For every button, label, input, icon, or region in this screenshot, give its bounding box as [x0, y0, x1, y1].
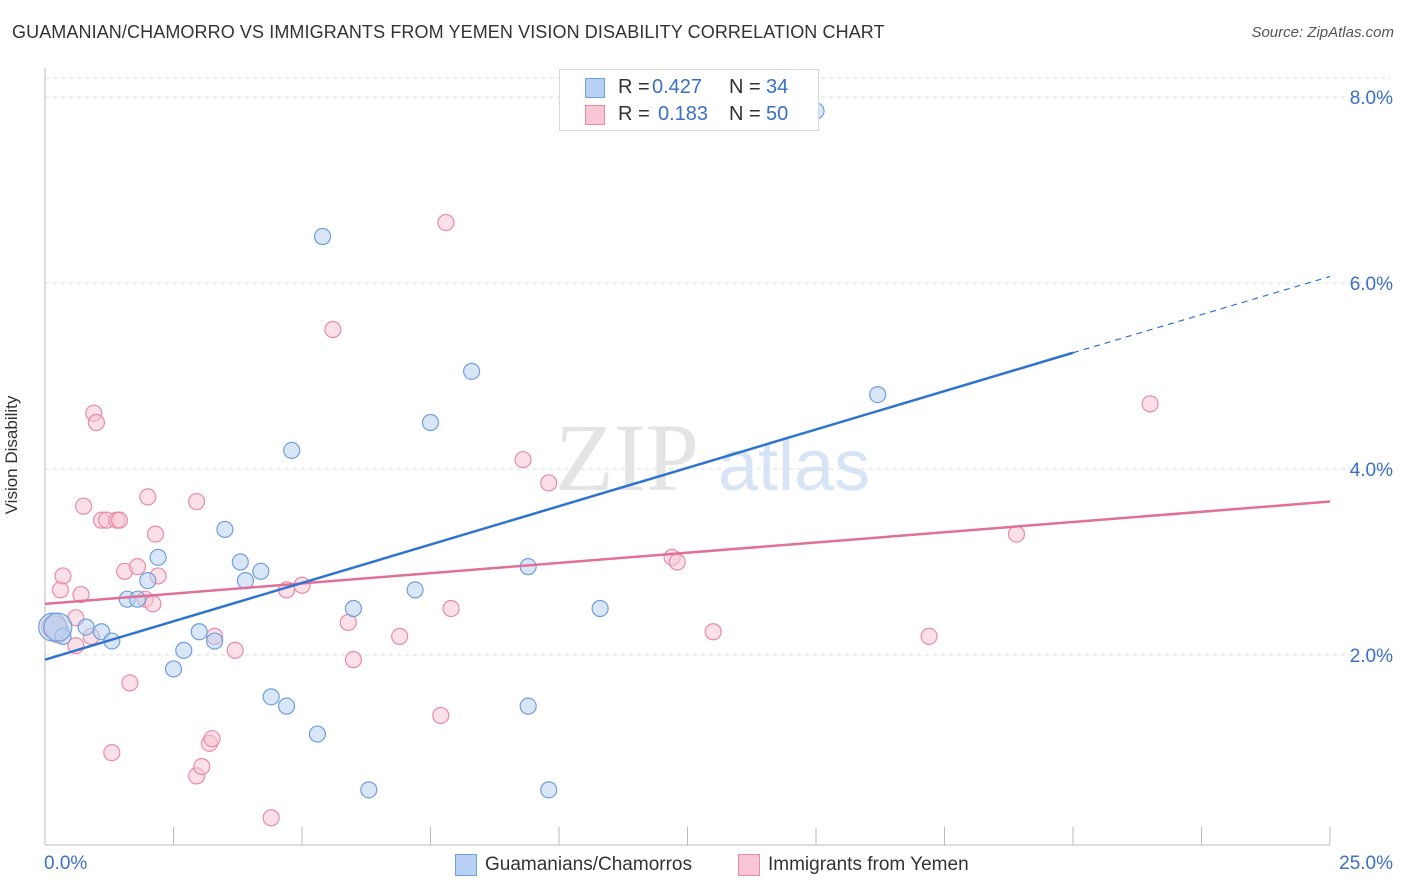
point-yemen [193, 757, 211, 776]
trend-line-guamanian [44, 351, 1074, 661]
point-yemen [262, 809, 280, 827]
point-yemen [226, 641, 244, 659]
legend-swatch-pink [585, 105, 605, 125]
legend-r-value: 0.183 [658, 103, 709, 125]
point-guamanian [216, 520, 234, 539]
tick-labels: 2.0% 4.0% 6.0% 8.0% 0.0% 25.0% [44, 88, 1393, 874]
legend-r-label: R = [618, 103, 650, 125]
legend-n-label: N = [729, 103, 761, 125]
watermark: ZIP atlas [555, 404, 870, 511]
chart-title: GUAMANIAN/CHAMORRO VS IMMIGRANTS FROM YE… [12, 22, 885, 42]
point-guamanian [869, 386, 887, 404]
point-yemen [668, 553, 686, 571]
point-yemen [324, 320, 342, 339]
point-guamanian [252, 562, 270, 580]
point-guamanian [190, 623, 208, 641]
point-yemen [203, 730, 221, 748]
point-guamanian [128, 590, 147, 608]
point-yemen [128, 558, 147, 576]
point-guamanian [540, 781, 558, 799]
point-yemen [704, 623, 722, 641]
trend-line-yemen [44, 500, 1331, 606]
point-guamanian [175, 641, 193, 659]
series-yemen-points [41, 213, 1159, 827]
x-tick-label-min: 0.0% [44, 853, 87, 874]
point-yemen [139, 488, 157, 506]
point-yemen [110, 511, 129, 529]
legend-swatch-blue [585, 78, 605, 98]
legend-r-label: R = [618, 76, 650, 98]
point-guamanian [277, 697, 296, 715]
gridlines [45, 77, 1390, 656]
legend-n-value: 34 [766, 76, 789, 98]
y-tick-label: 8.0% [1350, 88, 1393, 109]
point-guamanian [313, 227, 332, 246]
point-guamanian [139, 571, 157, 590]
series-guamanian-points [38, 102, 887, 799]
point-guamanian [262, 688, 280, 706]
point-yemen [540, 474, 558, 492]
point-guamanian [591, 599, 609, 618]
point-yemen [442, 599, 460, 618]
series-legend: Guamanians/Chamorros Immigrants from Yem… [0, 852, 1406, 878]
point-yemen [920, 627, 938, 646]
point-guamanian [149, 548, 167, 566]
point-yemen [144, 595, 162, 613]
point-yemen [121, 674, 139, 692]
point-guamanian [463, 362, 481, 380]
point-yemen [103, 744, 121, 762]
y-tick-label: 4.0% [1350, 460, 1393, 481]
point-guamanian [421, 413, 440, 432]
legend-n-label: N = [729, 76, 761, 98]
point-yemen [74, 497, 93, 515]
point-guamanian [360, 781, 378, 799]
point-yemen [146, 525, 165, 543]
watermark-atlas: atlas [718, 426, 870, 506]
point-guamanian [164, 660, 183, 678]
point-yemen [188, 492, 206, 511]
point-guamanian [77, 618, 95, 636]
point-yemen [391, 627, 409, 646]
point-yemen [87, 413, 106, 432]
point-yemen [54, 567, 72, 585]
y-tick-label: 2.0% [1350, 646, 1393, 667]
point-guamanian [283, 441, 301, 459]
point-yemen [1007, 525, 1026, 543]
point-guamanian [231, 553, 249, 571]
point-yemen [432, 706, 450, 725]
watermark-zip: ZIP [555, 404, 699, 511]
point-yemen [1141, 395, 1159, 413]
point-yemen [51, 581, 70, 599]
axes [44, 68, 1331, 846]
point-guamanian [344, 599, 362, 618]
trend-line-guamanian-extension [1072, 275, 1331, 354]
point-guamanian [43, 612, 73, 642]
point-yemen [514, 451, 532, 469]
point-guamanian [308, 725, 327, 743]
trend-lines [44, 275, 1331, 661]
point-yemen [344, 651, 362, 669]
legend-r-value: 0.427 [652, 76, 703, 98]
legend-label: Guamanians/Chamorros [485, 854, 692, 875]
source-credit: Source: ZipAtlas.com [1251, 24, 1394, 41]
correlation-legend: R = 0.427 N = 34 R = 0.183 N = 50 [559, 69, 819, 131]
point-guamanian [406, 581, 424, 599]
point-yemen [72, 585, 90, 604]
legend-swatch-blue [455, 854, 477, 876]
point-guamanian [519, 697, 537, 715]
legend-n-value: 50 [766, 103, 789, 125]
x-tick-label-max: 25.0% [1339, 853, 1393, 874]
y-tick-label: 6.0% [1350, 274, 1393, 295]
point-guamanian [206, 632, 224, 650]
legend-label: Immigrants from Yemen [768, 854, 969, 875]
point-yemen [437, 213, 455, 232]
legend-swatch-pink [738, 854, 760, 876]
